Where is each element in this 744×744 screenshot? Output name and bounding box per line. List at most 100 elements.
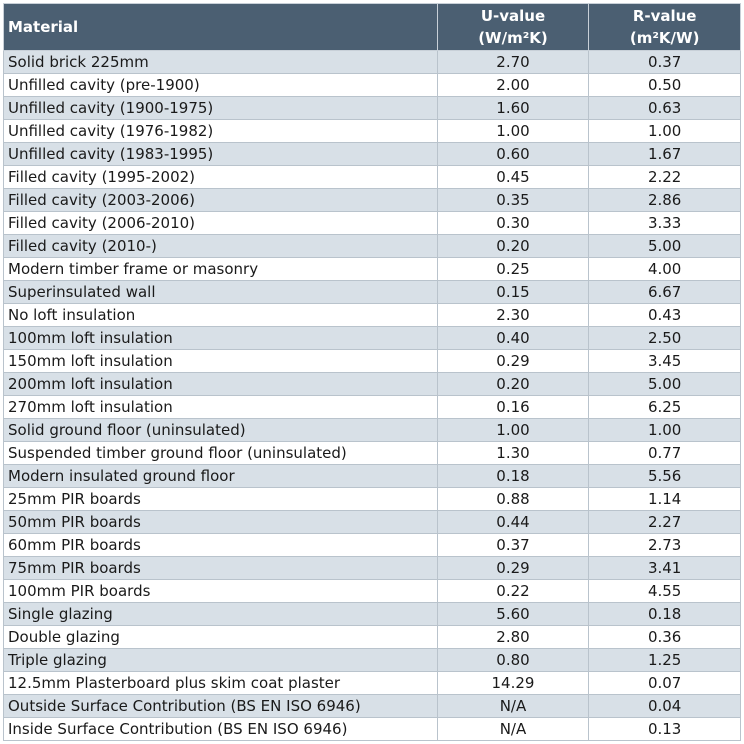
u-value-cell: 0.45 bbox=[436, 165, 590, 189]
u-value-cell: N/A bbox=[436, 694, 590, 718]
u-value-cell: 0.30 bbox=[436, 211, 590, 235]
table-row: Modern insulated ground floor 0.18 5.56 bbox=[3, 464, 741, 488]
header-cell: U-value (W/m²K) bbox=[436, 3, 590, 51]
header-cell: Material bbox=[3, 3, 438, 51]
material-cell: 200mm loft insulation bbox=[3, 372, 438, 396]
u-value-cell: 0.37 bbox=[436, 533, 590, 557]
u-value-cell: 0.15 bbox=[436, 280, 590, 304]
material-cell: Unfilled cavity (1900-1975) bbox=[3, 96, 438, 120]
u-value-cell: 0.20 bbox=[436, 234, 590, 258]
r-value-cell: 0.07 bbox=[588, 671, 741, 695]
u-value-cell: 0.60 bbox=[436, 142, 590, 166]
material-cell: 50mm PIR boards bbox=[3, 510, 438, 534]
r-value-cell: 1.67 bbox=[588, 142, 741, 166]
r-value-cell: 0.04 bbox=[588, 694, 741, 718]
r-value-cell: 2.22 bbox=[588, 165, 741, 189]
material-cell: 60mm PIR boards bbox=[3, 533, 438, 557]
u-value-cell: N/A bbox=[436, 717, 590, 741]
material-cell: 270mm loft insulation bbox=[3, 395, 438, 419]
u-value-cell: 1.00 bbox=[436, 119, 590, 143]
r-value-cell: 5.00 bbox=[588, 372, 741, 396]
r-value-cell: 0.50 bbox=[588, 73, 741, 97]
header-text: R-value bbox=[632, 7, 697, 25]
u-value-cell: 2.00 bbox=[436, 73, 590, 97]
r-value-cell: 3.45 bbox=[588, 349, 741, 373]
u-value-cell: 2.70 bbox=[436, 50, 590, 74]
material-cell: Modern timber frame or masonry bbox=[3, 257, 438, 281]
material-cell: 25mm PIR boards bbox=[3, 487, 438, 511]
u-value-cell: 2.80 bbox=[436, 625, 590, 649]
r-value-cell: 2.50 bbox=[588, 326, 741, 350]
table-row: Single glazing 5.60 0.18 bbox=[3, 602, 741, 626]
u-value-cell: 2.30 bbox=[436, 303, 590, 327]
r-value-cell: 1.14 bbox=[588, 487, 741, 511]
table-row: Unfilled cavity (pre-1900) 2.00 0.50 bbox=[3, 73, 741, 97]
r-value-cell: 1.25 bbox=[588, 648, 741, 672]
r-value-cell: 3.41 bbox=[588, 556, 741, 580]
table-body: Solid brick 225mm 2.70 0.37 Unfilled cavity… bbox=[3, 50, 741, 741]
material-cell: Suspended timber ground floor (uninsulat… bbox=[3, 441, 438, 465]
table-row: 12.5mm Plasterboard plus skim coat plast… bbox=[3, 671, 741, 695]
r-value-cell: 0.36 bbox=[588, 625, 741, 649]
table-row: Filled cavity (2006-2010) 0.30 3.33 bbox=[3, 211, 741, 235]
material-cell: Double glazing bbox=[3, 625, 438, 649]
r-value-cell: 0.43 bbox=[588, 303, 741, 327]
table-row: 50mm PIR boards 0.44 2.27 bbox=[3, 510, 741, 534]
material-cell: Unfilled cavity (pre-1900) bbox=[3, 73, 438, 97]
header-cell: R-value (m²K/W) bbox=[588, 3, 741, 51]
table-row: Filled cavity (2010-) 0.20 5.00 bbox=[3, 234, 741, 258]
r-value-cell: 0.18 bbox=[588, 602, 741, 626]
r-value-cell: 5.56 bbox=[588, 464, 741, 488]
r-value-cell: 1.00 bbox=[588, 119, 741, 143]
u-value-cell: 1.30 bbox=[436, 441, 590, 465]
table-row: 25mm PIR boards 0.88 1.14 bbox=[3, 487, 741, 511]
table-row: 270mm loft insulation 0.16 6.25 bbox=[3, 395, 741, 419]
material-cell: Solid brick 225mm bbox=[3, 50, 438, 74]
header-unit: (m²K/W) bbox=[629, 29, 700, 47]
table-row: Suspended timber ground floor (uninsulat… bbox=[3, 441, 741, 465]
material-cell: Unfilled cavity (1983-1995) bbox=[3, 142, 438, 166]
material-cell: Filled cavity (2003-2006) bbox=[3, 188, 438, 212]
table-row: Solid brick 225mm 2.70 0.37 bbox=[3, 50, 741, 74]
material-cell: Outside Surface Contribution (BS EN ISO … bbox=[3, 694, 438, 718]
table-row: Triple glazing 0.80 1.25 bbox=[3, 648, 741, 672]
table-row: 100mm loft insulation 0.40 2.50 bbox=[3, 326, 741, 350]
r-value-cell: 4.00 bbox=[588, 257, 741, 281]
material-cell: Triple glazing bbox=[3, 648, 438, 672]
r-value-cell: 2.73 bbox=[588, 533, 741, 557]
u-value-cell: 1.00 bbox=[436, 418, 590, 442]
material-cell: Inside Surface Contribution (BS EN ISO 6… bbox=[3, 717, 438, 741]
table-row: Outside Surface Contribution (BS EN ISO … bbox=[3, 694, 741, 718]
u-value-cell: 5.60 bbox=[436, 602, 590, 626]
table-row: 60mm PIR boards 0.37 2.73 bbox=[3, 533, 741, 557]
table-row: Unfilled cavity (1976-1982) 1.00 1.00 bbox=[3, 119, 741, 143]
table-row: Superinsulated wall 0.15 6.67 bbox=[3, 280, 741, 304]
r-value-cell: 4.55 bbox=[588, 579, 741, 603]
table-row: No loft insulation 2.30 0.43 bbox=[3, 303, 741, 327]
header-row: Material U-value (W/m²K) R-value (m²K/W) bbox=[3, 3, 741, 51]
material-cell: Single glazing bbox=[3, 602, 438, 626]
material-cell: 100mm PIR boards bbox=[3, 579, 438, 603]
u-value-cell: 0.22 bbox=[436, 579, 590, 603]
r-value-cell: 6.25 bbox=[588, 395, 741, 419]
header-text: U-value bbox=[480, 7, 546, 25]
material-cell: Modern insulated ground floor bbox=[3, 464, 438, 488]
material-cell: 150mm loft insulation bbox=[3, 349, 438, 373]
material-cell: Filled cavity (2010-) bbox=[3, 234, 438, 258]
u-value-cell: 0.25 bbox=[436, 257, 590, 281]
u-value-cell: 0.44 bbox=[436, 510, 590, 534]
r-value-cell: 5.00 bbox=[588, 234, 741, 258]
u-value-table: Material U-value (W/m²K) R-value (m²K/W) S… bbox=[3, 3, 741, 741]
r-value-cell: 0.13 bbox=[588, 717, 741, 741]
u-value-cell: 0.20 bbox=[436, 372, 590, 396]
r-value-cell: 0.77 bbox=[588, 441, 741, 465]
r-value-cell: 0.37 bbox=[588, 50, 741, 74]
material-cell: 100mm loft insulation bbox=[3, 326, 438, 350]
table-row: Unfilled cavity (1983-1995) 0.60 1.67 bbox=[3, 142, 741, 166]
table-row: Double glazing 2.80 0.36 bbox=[3, 625, 741, 649]
table-row: Modern timber frame or masonry 0.25 4.00 bbox=[3, 257, 741, 281]
u-value-cell: 0.29 bbox=[436, 556, 590, 580]
material-cell: 75mm PIR boards bbox=[3, 556, 438, 580]
u-value-cell: 1.60 bbox=[436, 96, 590, 120]
